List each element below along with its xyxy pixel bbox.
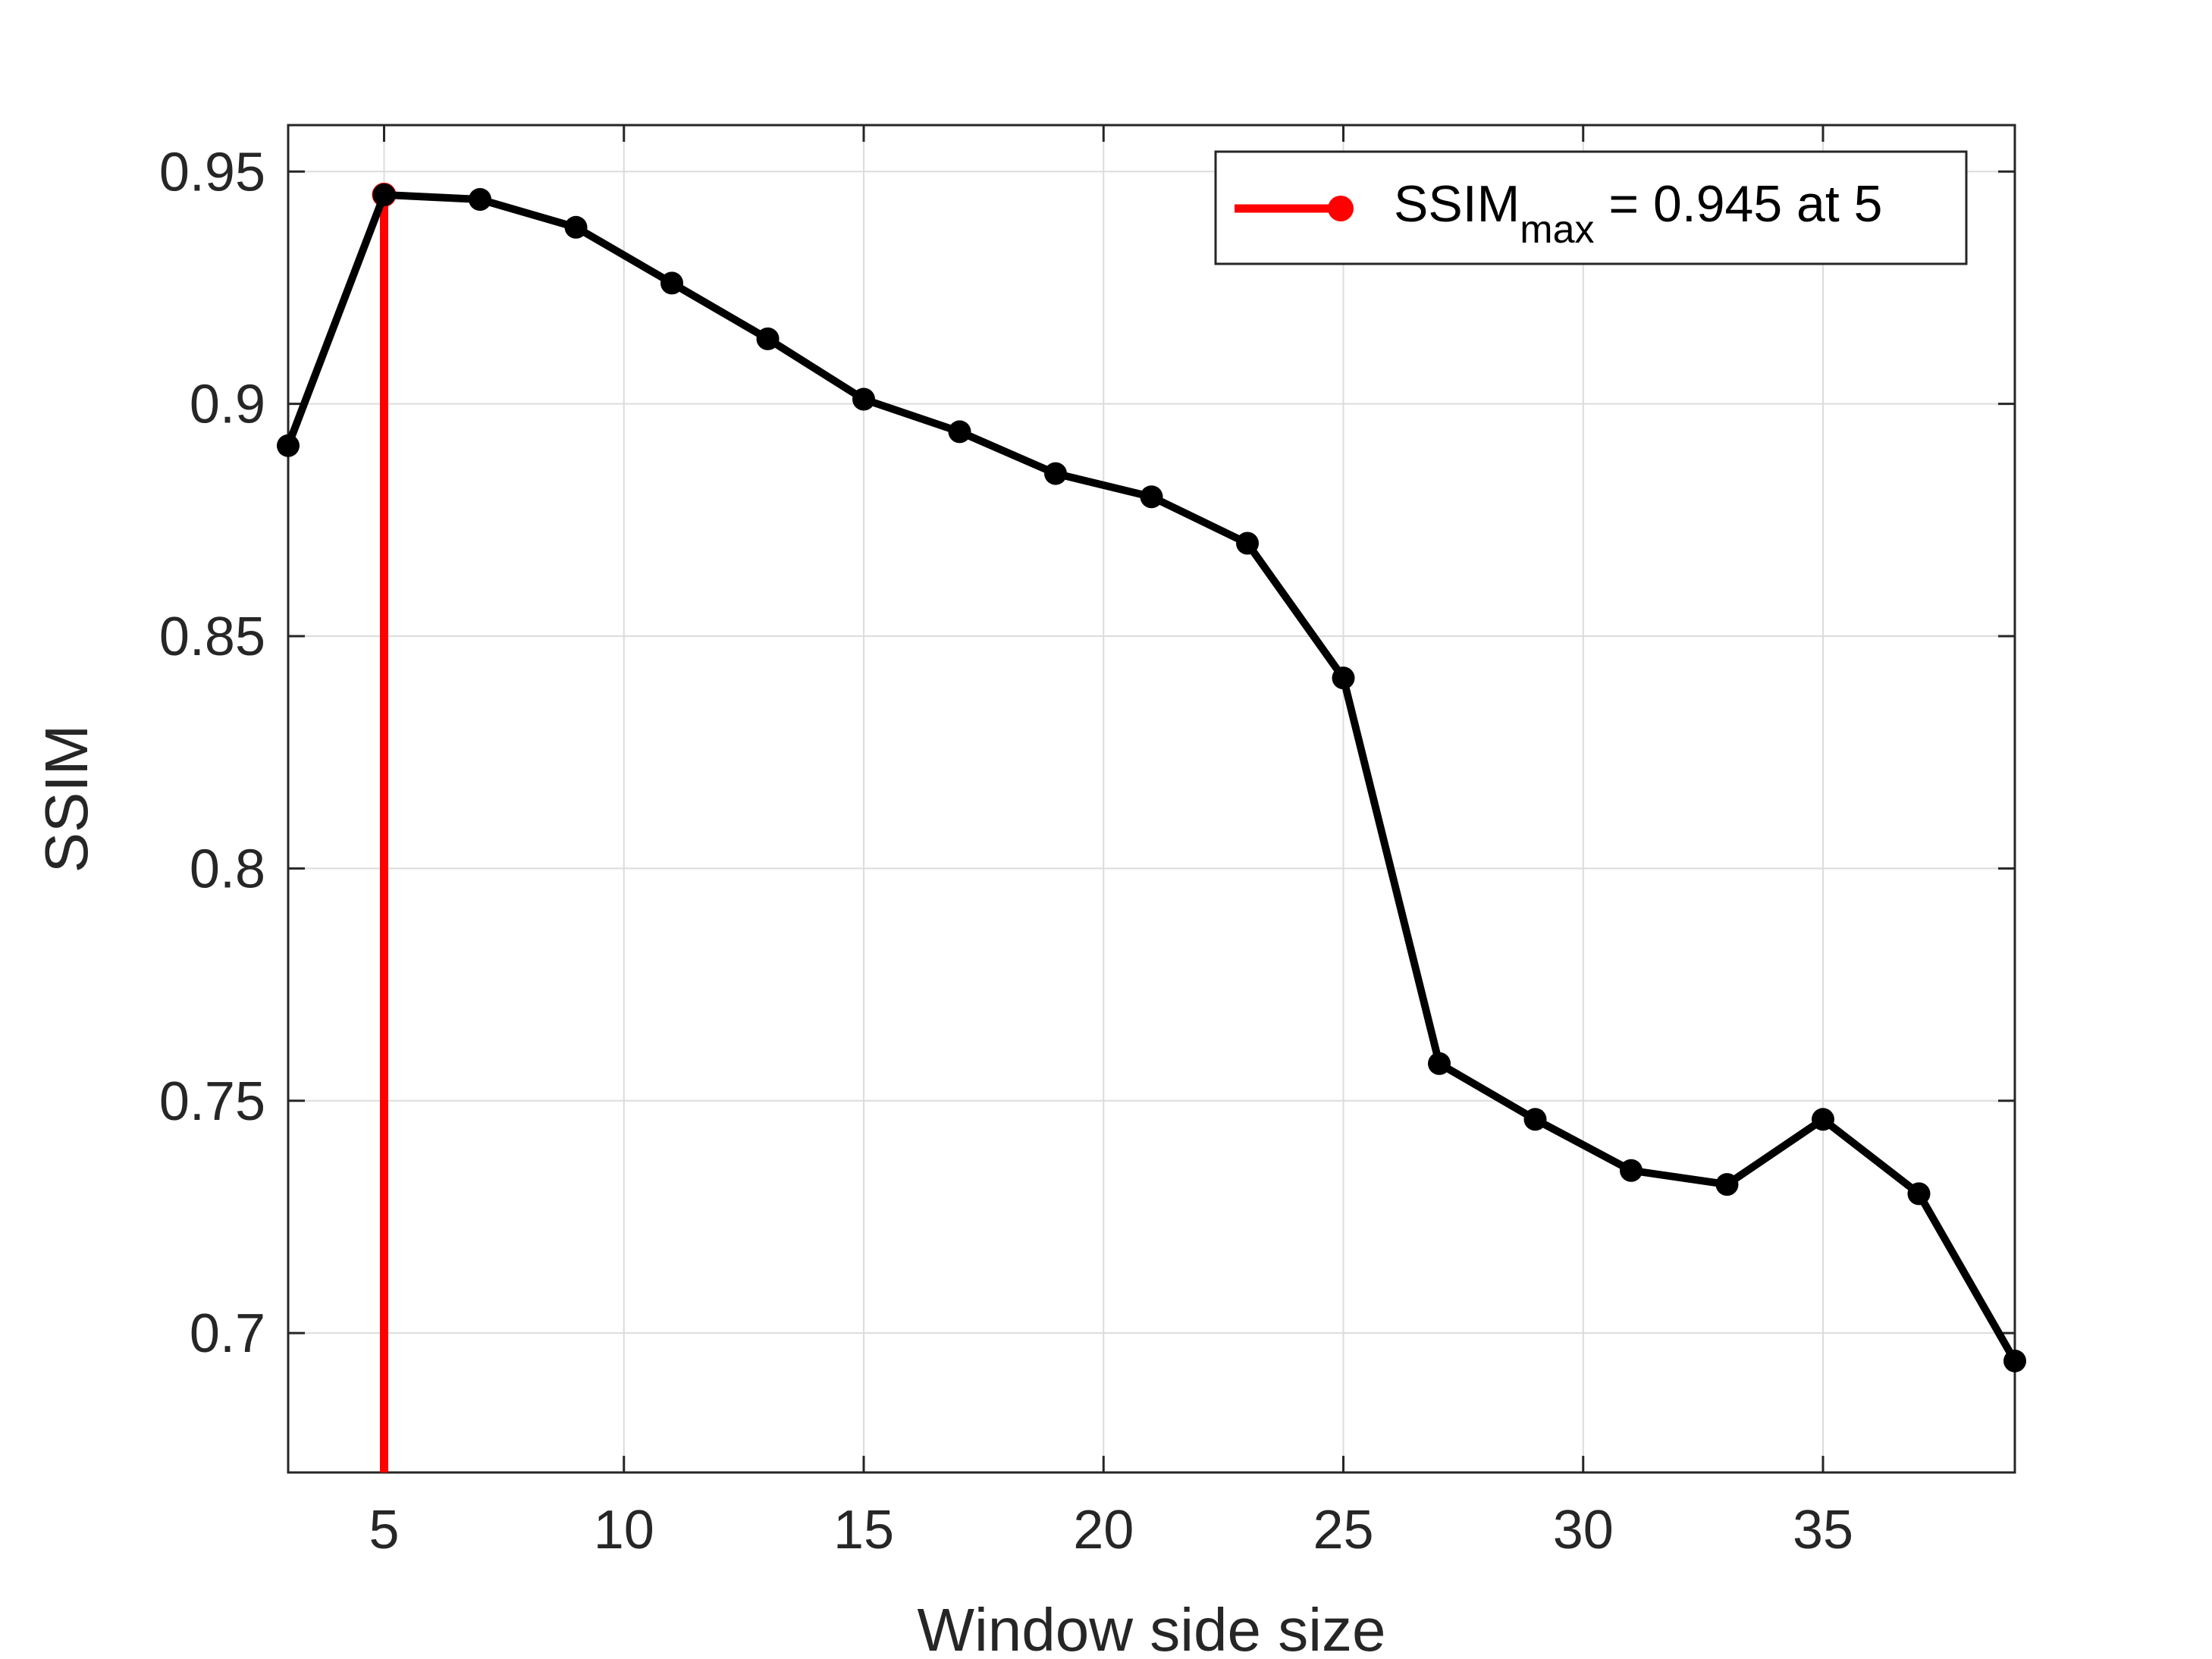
- tick-labels: 5 10 15 20 25 30 35 0.7 0.75 0.8 0.85 0.9 0.95: [159, 142, 1853, 1560]
- x-tick-label: 30: [1553, 1500, 1614, 1560]
- x-tick-label: 20: [1073, 1500, 1134, 1560]
- ssim-data-point: [1812, 1108, 1834, 1131]
- ssim-series-line: [284, 190, 2019, 1363]
- y-tick-label: 0.8: [190, 839, 265, 899]
- ssim-data-point: [277, 434, 300, 457]
- y-tick-label: 0.7: [190, 1303, 265, 1364]
- legend: SSIMmax = 0.945 at 5: [1214, 150, 1968, 265]
- ssim-data-point: [469, 188, 491, 212]
- ssim-data-point: [1523, 1108, 1547, 1131]
- ssim-data-point: [852, 387, 875, 411]
- y-axis-title: SSIM: [33, 725, 100, 873]
- ssim-data-point: [1236, 532, 1259, 555]
- x-tick-label: 15: [833, 1500, 894, 1560]
- axes-box: [287, 124, 2016, 1474]
- legend-entry-rest: = 0.945 at 5: [1595, 175, 1883, 233]
- ssim-data-point: [1907, 1182, 1931, 1206]
- max-stem: [372, 182, 397, 1472]
- x-tick-label: 5: [369, 1500, 399, 1560]
- ssim-data-point: [564, 215, 588, 239]
- grid: [288, 125, 2015, 1472]
- ssim-data-point: [948, 420, 971, 444]
- y-tick-label: 0.95: [159, 142, 265, 202]
- legend-entry-main: SSIM: [1394, 175, 1520, 233]
- y-tick-label: 0.9: [190, 375, 265, 435]
- series: [277, 183, 2026, 1372]
- ssim-data-point: [1044, 462, 1067, 485]
- ssim-data-point: [2003, 1349, 2026, 1372]
- y-tick-label: 0.75: [159, 1071, 265, 1132]
- x-axis-title: Window side size: [917, 1596, 1385, 1659]
- x-tick-label: 35: [1793, 1500, 1853, 1560]
- legend-entry: SSIMmax = 0.945 at 5: [1394, 175, 1882, 252]
- ticks: [288, 125, 2015, 1472]
- ssim-data-point: [756, 327, 780, 350]
- ssim-data-point: [1715, 1173, 1739, 1196]
- x-tick-label: 25: [1313, 1500, 1373, 1560]
- x-tick-label: 10: [594, 1500, 654, 1560]
- ssim-data-point: [1620, 1159, 1643, 1182]
- ssim-data-point: [372, 183, 396, 206]
- ssim-data-point: [1140, 485, 1163, 509]
- y-tick-label: 0.85: [159, 607, 265, 667]
- legend-entry-subscript: max: [1520, 208, 1594, 252]
- legend-marker-swatch: [1328, 196, 1354, 221]
- ssim-data-point: [660, 271, 683, 295]
- ssim-data-point: [1332, 666, 1355, 690]
- ssim-data-point: [1428, 1052, 1451, 1075]
